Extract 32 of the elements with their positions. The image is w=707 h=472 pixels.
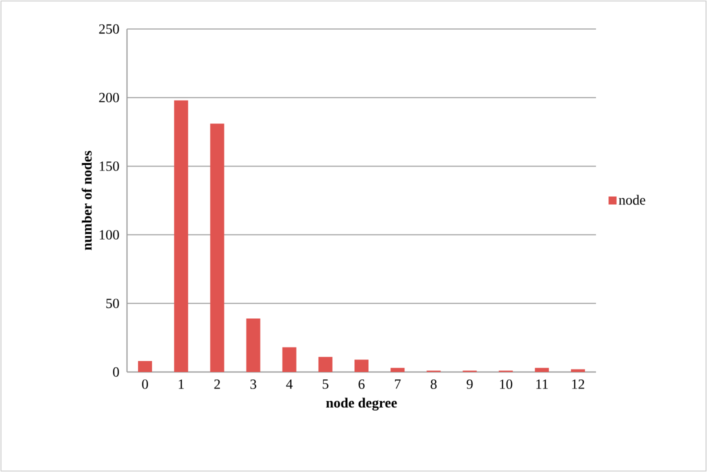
x-tick-label: 2 xyxy=(214,380,220,389)
y-tick-label: 250 xyxy=(99,24,119,34)
x-axis-title: node degree xyxy=(326,398,397,411)
bar xyxy=(246,318,260,372)
x-tick-label: 3 xyxy=(250,380,256,389)
bar xyxy=(534,368,549,372)
y-tick-label: 200 xyxy=(99,92,119,102)
x-tick-label: 0 xyxy=(142,380,148,389)
x-tick-label: 11 xyxy=(536,380,548,389)
x-tick-label: 8 xyxy=(430,380,437,389)
bar xyxy=(282,347,296,372)
bar xyxy=(354,360,369,372)
x-tick-label: 10 xyxy=(500,380,512,389)
bar xyxy=(210,124,224,372)
bar xyxy=(138,361,152,372)
x-tick-label: 6 xyxy=(358,380,365,389)
y-tick-label: 150 xyxy=(100,161,119,171)
bar xyxy=(174,100,188,372)
y-tick-label: 100 xyxy=(100,230,119,240)
legend-label: node xyxy=(618,194,646,205)
bar xyxy=(570,369,585,372)
x-tick-label: 12 xyxy=(572,380,584,389)
bar xyxy=(390,368,405,372)
x-tick-label: 1 xyxy=(178,380,184,389)
x-tick-label: 5 xyxy=(322,380,328,389)
bar xyxy=(318,356,332,372)
x-tick-label: 4 xyxy=(286,380,293,389)
y-tick-label: 0 xyxy=(113,367,119,377)
x-tick-label: 9 xyxy=(466,380,473,389)
y-axis-title: number of nodes xyxy=(82,150,92,250)
x-tick-label: 7 xyxy=(395,380,401,389)
y-tick-label: 50 xyxy=(106,298,119,308)
